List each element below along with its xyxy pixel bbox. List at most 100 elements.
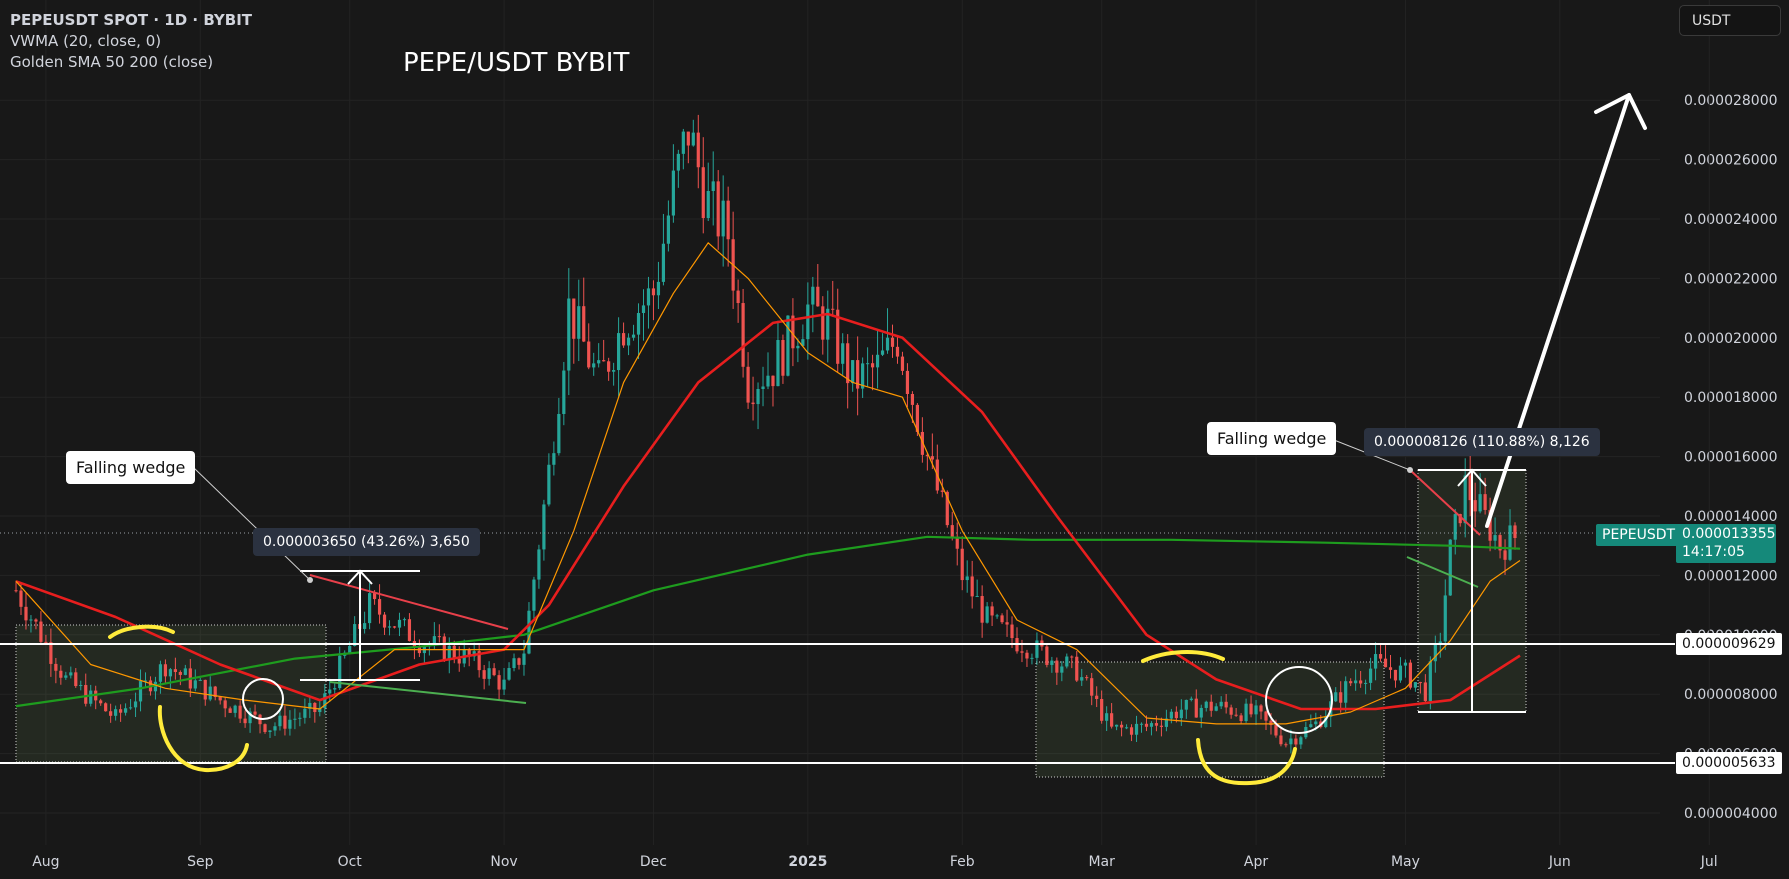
candle-body xyxy=(1134,723,1139,735)
candle-body xyxy=(1259,705,1263,712)
candle-body xyxy=(89,690,93,704)
candle-body xyxy=(671,170,675,216)
candle-body xyxy=(452,645,456,659)
measure-label-left[interactable]: 0.000003650 (43.26%) 3,650 xyxy=(253,528,480,556)
candle-body xyxy=(1309,724,1313,728)
candle-body xyxy=(905,370,910,394)
candle-body xyxy=(1159,725,1164,727)
candle-body xyxy=(1045,646,1049,665)
candle-body xyxy=(945,491,949,526)
x-tick-label: Nov xyxy=(490,854,517,870)
candle-body xyxy=(1214,706,1218,711)
candle-body xyxy=(1503,550,1507,560)
candle-body xyxy=(1448,539,1452,596)
candle-body xyxy=(960,548,964,581)
candle-body xyxy=(368,593,372,624)
candles xyxy=(14,114,1517,754)
candle-body xyxy=(512,658,516,669)
y-tick-label: 0.000012000 xyxy=(1684,568,1778,584)
candle-body xyxy=(69,672,73,676)
candle-body xyxy=(751,402,755,405)
candle-body xyxy=(432,636,436,645)
candle-body xyxy=(318,707,322,713)
candle-body xyxy=(193,680,197,689)
candle-body xyxy=(497,675,501,690)
candle-body xyxy=(1194,698,1198,718)
candle-body xyxy=(138,681,143,702)
x-tick-label: Dec xyxy=(640,854,667,870)
candle-body xyxy=(49,642,53,664)
candle-body xyxy=(1443,595,1447,642)
candle-body xyxy=(806,304,810,340)
sma-indicator-label[interactable]: Golden SMA 50 200 (close) xyxy=(10,53,214,71)
candle-body xyxy=(1294,738,1298,745)
candle-body xyxy=(64,675,68,678)
candle-body xyxy=(1010,624,1014,639)
candle-body xyxy=(1144,723,1149,727)
candle-body xyxy=(612,370,616,372)
candle-body xyxy=(54,663,58,671)
candle-body xyxy=(861,363,865,389)
candle-body xyxy=(119,709,123,713)
measure-label-right[interactable]: 0.000008126 (110.88%) 8,126 xyxy=(1364,428,1600,456)
candle-body xyxy=(1299,737,1303,745)
candle-body xyxy=(477,651,481,671)
candle-body xyxy=(298,717,302,719)
x-tick-label: 2025 xyxy=(788,854,827,870)
candle-body xyxy=(900,356,905,371)
measure-tool-left xyxy=(300,569,420,681)
candle-body xyxy=(1324,716,1328,728)
candle-body xyxy=(397,619,402,628)
candle-body xyxy=(79,685,83,687)
candle-body xyxy=(1339,692,1343,703)
candle-body xyxy=(288,719,292,729)
candle-body xyxy=(377,599,382,615)
candle-body xyxy=(268,730,272,732)
candle-body xyxy=(178,672,182,675)
candle-body xyxy=(1254,705,1258,715)
candle-body xyxy=(1149,723,1154,727)
candle-body xyxy=(1244,703,1248,722)
sma200-line xyxy=(15,535,1521,708)
currency-button[interactable]: USDT xyxy=(1679,5,1781,36)
candle-body xyxy=(1393,669,1398,681)
vwma-indicator-label[interactable]: VWMA (20, close, 0) xyxy=(10,32,162,50)
symbol-label[interactable]: PEPEUSDT SPOT · 1D · BYBIT xyxy=(10,11,253,29)
falling-wedge-label-right[interactable]: Falling wedge xyxy=(1207,422,1337,455)
candle-body xyxy=(323,693,327,708)
x-tick-label: Aug xyxy=(32,854,59,870)
callout-dot-left xyxy=(307,577,313,583)
resistance-price-tag: 0.000009629 xyxy=(1676,633,1782,655)
candle-body xyxy=(372,593,377,600)
candle-body xyxy=(203,679,207,700)
candle-body xyxy=(831,308,835,310)
candle-body xyxy=(880,350,885,355)
breakout-circle-right xyxy=(1265,666,1333,734)
candle-body xyxy=(990,606,994,616)
candle-body xyxy=(1418,682,1422,684)
candle-body xyxy=(328,689,332,694)
candle-body xyxy=(84,685,88,704)
candle-body xyxy=(607,361,611,372)
candle-body xyxy=(656,281,661,296)
candle-body xyxy=(696,132,700,168)
candle-body xyxy=(59,670,63,678)
callout-line-left xyxy=(193,467,311,581)
candle-body xyxy=(158,664,163,682)
candle-body xyxy=(910,393,915,405)
wedge-upper-right xyxy=(1409,469,1481,536)
candle-body xyxy=(114,709,118,716)
candle-body xyxy=(1030,657,1034,659)
candle-body xyxy=(582,306,586,342)
candle-body xyxy=(303,708,307,718)
falling-wedge-label-left[interactable]: Falling wedge xyxy=(66,451,196,484)
candle-body xyxy=(666,215,670,244)
candle-body xyxy=(1219,701,1223,707)
candle-body xyxy=(885,337,890,351)
candle-body xyxy=(920,431,924,455)
candle-body xyxy=(741,303,745,367)
candle-body xyxy=(238,705,242,719)
candle-body xyxy=(487,668,491,679)
candle-body xyxy=(930,456,934,460)
